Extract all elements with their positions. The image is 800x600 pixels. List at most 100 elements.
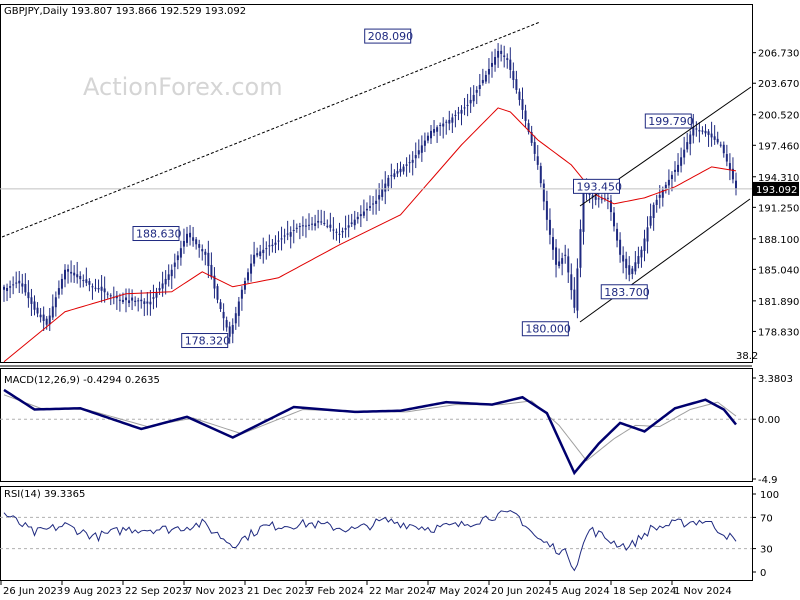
candle-body [695, 128, 698, 130]
candle-body [728, 163, 731, 170]
x-tick-label: 22 Mar 2024 [369, 586, 432, 597]
rsi-tick-label: 70 [760, 513, 773, 524]
candle-body [356, 216, 359, 220]
candle-body [225, 320, 228, 328]
candle-body [189, 232, 192, 238]
macd-header: MACD(12,26,9) -0.4294 0.2635 [4, 375, 160, 386]
candle-body [460, 109, 463, 114]
candle-body [500, 50, 503, 54]
rsi-header: RSI(14) 39.3365 [4, 489, 85, 500]
candle-body [67, 269, 70, 272]
rsi-tick-label: 100 [760, 490, 779, 501]
candle-body [308, 224, 310, 226]
candle-body [521, 99, 524, 110]
candle-body [433, 129, 436, 133]
candle-body [54, 297, 57, 308]
candle-body [707, 131, 710, 135]
candle-body [689, 134, 692, 145]
candle-body [314, 223, 317, 226]
candle-body [259, 251, 262, 257]
candle-body [506, 58, 509, 60]
candle-body [359, 214, 362, 217]
candle-body [73, 272, 76, 276]
candle-body [298, 226, 301, 228]
candle-body [631, 268, 634, 275]
price-annotation-box [364, 28, 412, 44]
price-tick-label: 206.730 [758, 49, 799, 60]
candle-body [237, 301, 240, 316]
candle-body [448, 119, 451, 124]
candle-body [588, 194, 591, 196]
candle-body [85, 279, 88, 283]
candle-body [70, 271, 73, 274]
candle-body [436, 127, 439, 132]
candle-body [42, 314, 45, 321]
candle-body [600, 198, 603, 200]
candle-body [317, 220, 320, 223]
candle-body [45, 318, 48, 325]
candle-body [594, 196, 597, 200]
candle-body [155, 292, 158, 298]
price-tick-label: 178.830 [758, 327, 799, 338]
candle-body [667, 179, 670, 186]
candle-body [350, 222, 353, 224]
x-tick-label: 7 Nov 2023 [186, 586, 244, 597]
candle-body [481, 79, 484, 84]
candle-body [91, 286, 94, 288]
candle-body [152, 297, 155, 299]
candle-body [426, 135, 429, 141]
candle-body [60, 278, 63, 289]
candle-body [527, 123, 530, 132]
candle-body [390, 175, 393, 177]
candle-body [384, 183, 387, 192]
candle-body [36, 307, 39, 314]
price-tick-label: 200.520 [758, 111, 799, 122]
candle-body [167, 274, 170, 280]
price-annotation-label: 193.450 [577, 180, 623, 193]
candle-body [88, 280, 91, 285]
candle-body [637, 256, 640, 264]
long-term-trendline [1, 21, 541, 238]
candle-body [365, 208, 368, 211]
x-tick-label: 21 Dec 2023 [247, 586, 311, 597]
candle-body [262, 249, 265, 254]
candle-body [341, 230, 344, 233]
x-tick-label: 18 Sep 2024 [613, 586, 676, 597]
channel-lower-line [579, 198, 751, 323]
candle-body [39, 314, 42, 318]
candle-body [329, 224, 332, 228]
candle-body [375, 200, 378, 204]
candle-body [628, 265, 631, 275]
x-tick-label: 22 Sep 2023 [125, 586, 188, 597]
current-price-box [753, 181, 799, 196]
candle-body [649, 216, 652, 226]
candle-body [396, 171, 399, 174]
price-annotation-box [132, 226, 180, 242]
candle-body [454, 114, 457, 116]
candle-body [405, 164, 408, 166]
candle-body [430, 130, 432, 139]
candle-body [280, 238, 283, 240]
candle-body [27, 292, 30, 299]
candle-body [195, 239, 198, 245]
macd-tick-label: -4.9 [758, 475, 778, 486]
candle-body [18, 280, 21, 284]
candle-body [399, 168, 402, 173]
x-tick-label: 7 May 2024 [430, 586, 489, 597]
candle-body [445, 121, 448, 123]
candle-body [100, 286, 103, 291]
candle-body [372, 203, 375, 205]
candle-body [131, 297, 134, 301]
candle-body [213, 275, 216, 289]
price-annotation-box [644, 113, 692, 129]
price-tick-label: 197.460 [758, 141, 799, 152]
macd-line [3, 388, 737, 476]
candle-body [555, 247, 558, 265]
candle-body [378, 195, 381, 200]
candle-body [301, 225, 304, 227]
candle-body [664, 184, 667, 189]
x-tick-label: 20 Jun 2024 [491, 586, 551, 597]
candle-body [57, 288, 60, 295]
